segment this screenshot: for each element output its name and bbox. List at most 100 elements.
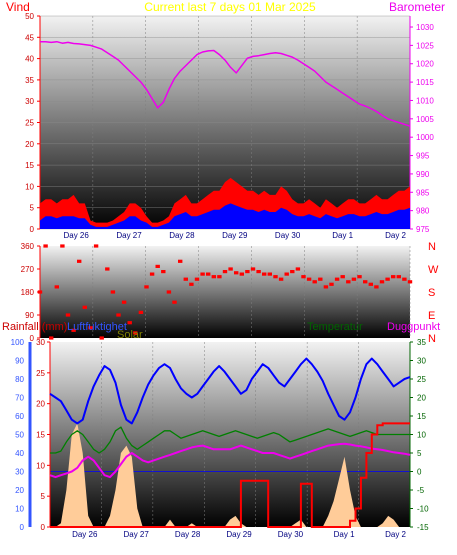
direction-point (43, 244, 48, 248)
direction-point (65, 313, 71, 317)
direction-point (228, 267, 233, 271)
direction-point (110, 290, 116, 294)
dewpoint-line (49, 442, 411, 479)
temperature-label: Temperatur (307, 321, 363, 333)
direction-point (189, 282, 194, 286)
direction-point (363, 280, 368, 284)
direction-point (172, 300, 177, 304)
direction-point (121, 300, 127, 304)
direction-point (245, 270, 250, 274)
direction-point (374, 285, 379, 289)
barometer-label: Barometer (389, 0, 445, 14)
rain-tick-label: 10 (36, 461, 45, 470)
direction-point (334, 277, 340, 281)
direction-point (217, 275, 222, 279)
direction-point (138, 310, 144, 314)
direction-point (329, 282, 334, 286)
temperature-tick-label: 10 (417, 431, 426, 440)
direction-tick-label: 180 (21, 288, 35, 297)
chart-title: Current last 7 days 01 Mar 2025 (144, 0, 316, 14)
wind-axis: 0 5 10 15 20 25 30 35 40 45 50 (25, 12, 41, 234)
x-tick-label: Day 27 (123, 530, 149, 539)
direction-point (166, 290, 172, 294)
direction-point (385, 277, 390, 281)
direction-letter: N (428, 241, 436, 253)
direction-point (127, 321, 132, 325)
wind-tick-label: 30 (25, 97, 34, 106)
rain-tick-label: 20 (36, 400, 45, 409)
humidity-tick-label: 20 (15, 486, 24, 495)
direction-point (301, 275, 306, 279)
barometer-tick-label: 975 (416, 225, 430, 234)
barometer-tick-label: 1010 (416, 96, 434, 105)
barometer-tick-label: 990 (416, 170, 430, 179)
direction-tick-label: 90 (25, 311, 34, 320)
rain-tick-label: 5 (41, 492, 46, 501)
direction-point (379, 280, 385, 284)
direction-letter: S (428, 287, 435, 299)
rain-line (50, 422, 410, 528)
direction-point (306, 277, 312, 281)
direction-point (133, 331, 138, 335)
wind-grid (40, 15, 411, 230)
rain-label: Rainfall (mm) (2, 321, 67, 333)
direction-point (396, 275, 401, 279)
rain-tick-label: 25 (36, 369, 45, 378)
wind-tick-label: 15 (25, 161, 34, 170)
direction-point (88, 326, 93, 330)
x-tick-label: Day 2 (385, 231, 406, 240)
x-tick-label: Day 26 (63, 231, 89, 240)
direction-point (239, 272, 244, 276)
direction-point (368, 282, 373, 286)
direction-point (155, 264, 160, 268)
wind-tick-label: 50 (25, 12, 34, 21)
direction-point (200, 272, 205, 276)
direction-point (144, 285, 149, 289)
humidity-tick-label: 70 (15, 394, 24, 403)
direction-point (60, 244, 65, 248)
direction-point (318, 277, 323, 281)
temperature-tick-label: 25 (417, 375, 426, 384)
x-tick-label: Day 26 (72, 530, 98, 539)
temperature-tick-label: 20 (417, 394, 426, 403)
wind-label: Vind (6, 0, 30, 14)
direction-point (278, 277, 284, 281)
humidity-tick-label: 40 (15, 449, 24, 458)
barometer-tick-label: 995 (416, 152, 430, 161)
x-tick-label: Day 27 (116, 231, 142, 240)
direction-point (357, 275, 362, 279)
barometer-tick-label: 1020 (416, 60, 434, 69)
humidity-axis: 0 10 20 30 40 50 60 70 80 90 100 (11, 338, 32, 532)
barometer-tick-label: 1015 (416, 78, 434, 87)
direction-point (93, 244, 99, 248)
wind-tick-label: 0 (30, 225, 35, 234)
wind-tick-label: 25 (25, 119, 34, 128)
wind-average-area (40, 203, 410, 229)
climate-series (49, 357, 411, 528)
solar-label: Solar (117, 329, 143, 341)
wind-tick-label: 5 (30, 204, 35, 213)
x-tick-label: Day 30 (275, 231, 301, 240)
direction-point (267, 272, 272, 276)
temperature-tick-label: 0 (417, 468, 422, 477)
wind-tick-label: 20 (25, 140, 34, 149)
direction-point (77, 259, 82, 263)
humidity-tick-label: 100 (11, 338, 25, 347)
direction-point (295, 267, 301, 271)
humidity-label: Luftfuktighet (67, 321, 127, 333)
direction-point (346, 280, 351, 284)
humidity-tick-label: 80 (15, 375, 24, 384)
direction-point (256, 270, 261, 274)
barometer-tick-label: 1000 (416, 133, 434, 142)
direction-point (149, 272, 155, 276)
humidity-tick-label: 60 (15, 412, 24, 421)
direction-point (82, 305, 87, 309)
direction-point (194, 277, 200, 281)
wind-tick-label: 45 (25, 33, 34, 42)
humidity-tick-label: 0 (20, 523, 25, 532)
humidity-tick-label: 30 (15, 468, 24, 477)
barometer-tick-label: 1030 (416, 23, 434, 32)
direction-point (391, 275, 396, 279)
climate-x-axis: Day 26 Day 27 Day 28 Day 29 Day 30 Day 1 Day 2 (72, 530, 406, 539)
